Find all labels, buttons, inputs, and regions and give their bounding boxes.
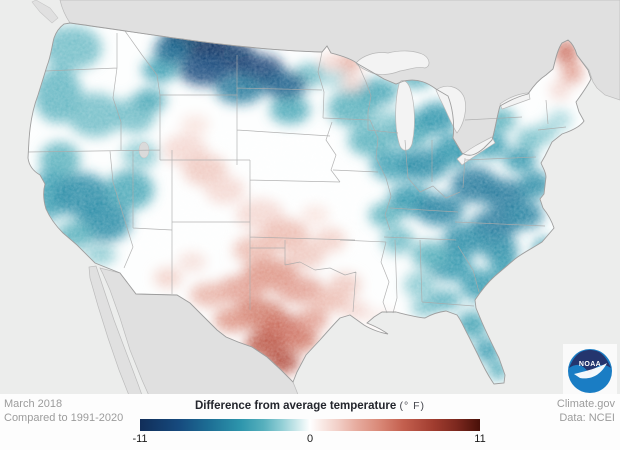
attribution: Climate.gov Data: NCEI — [557, 397, 615, 425]
lake-erie — [456, 136, 496, 166]
state-borders — [27, 30, 567, 314]
attribution-site: Climate.gov — [556, 398, 615, 410]
legend-title: Difference from average temperature (° F… — [105, 400, 515, 412]
legend-colorbar — [140, 419, 480, 431]
legend-tick-zero: 0 — [306, 433, 314, 445]
noaa-logo: NOAA — [563, 344, 617, 394]
legend-tick-min: -11 — [132, 433, 148, 445]
noaa-logo-gull — [574, 363, 607, 379]
baja-peninsula — [88, 265, 142, 394]
lake-michigan — [395, 80, 415, 151]
legend-tick-max: 11 — [474, 433, 486, 445]
lake-huron — [435, 85, 466, 134]
us-temperature-anomaly-map: NOAA — [27, 0, 620, 394]
legend-strip: March 2018 Compared to 1991-2020 Differe… — [0, 394, 620, 450]
noaa-logo-sky — [569, 350, 611, 375]
us-outline — [27, 22, 592, 385]
lake-superior — [355, 50, 430, 75]
vancouver-island — [31, 0, 59, 24]
noaa-logo-text: NOAA — [579, 361, 601, 368]
caption-period: March 2018 — [4, 398, 63, 410]
legend-units: (° F) — [399, 400, 426, 412]
legend-title-text: Difference from average temperature — [194, 400, 397, 412]
map-area: NOAA — [0, 0, 620, 394]
caption-baseline: Compared to 1991-2020 — [4, 412, 124, 424]
caption: March 2018 Compared to 1991-2020 — [4, 397, 123, 425]
lake-ontario — [499, 92, 531, 110]
attribution-data: Data: NCEI — [559, 412, 615, 424]
